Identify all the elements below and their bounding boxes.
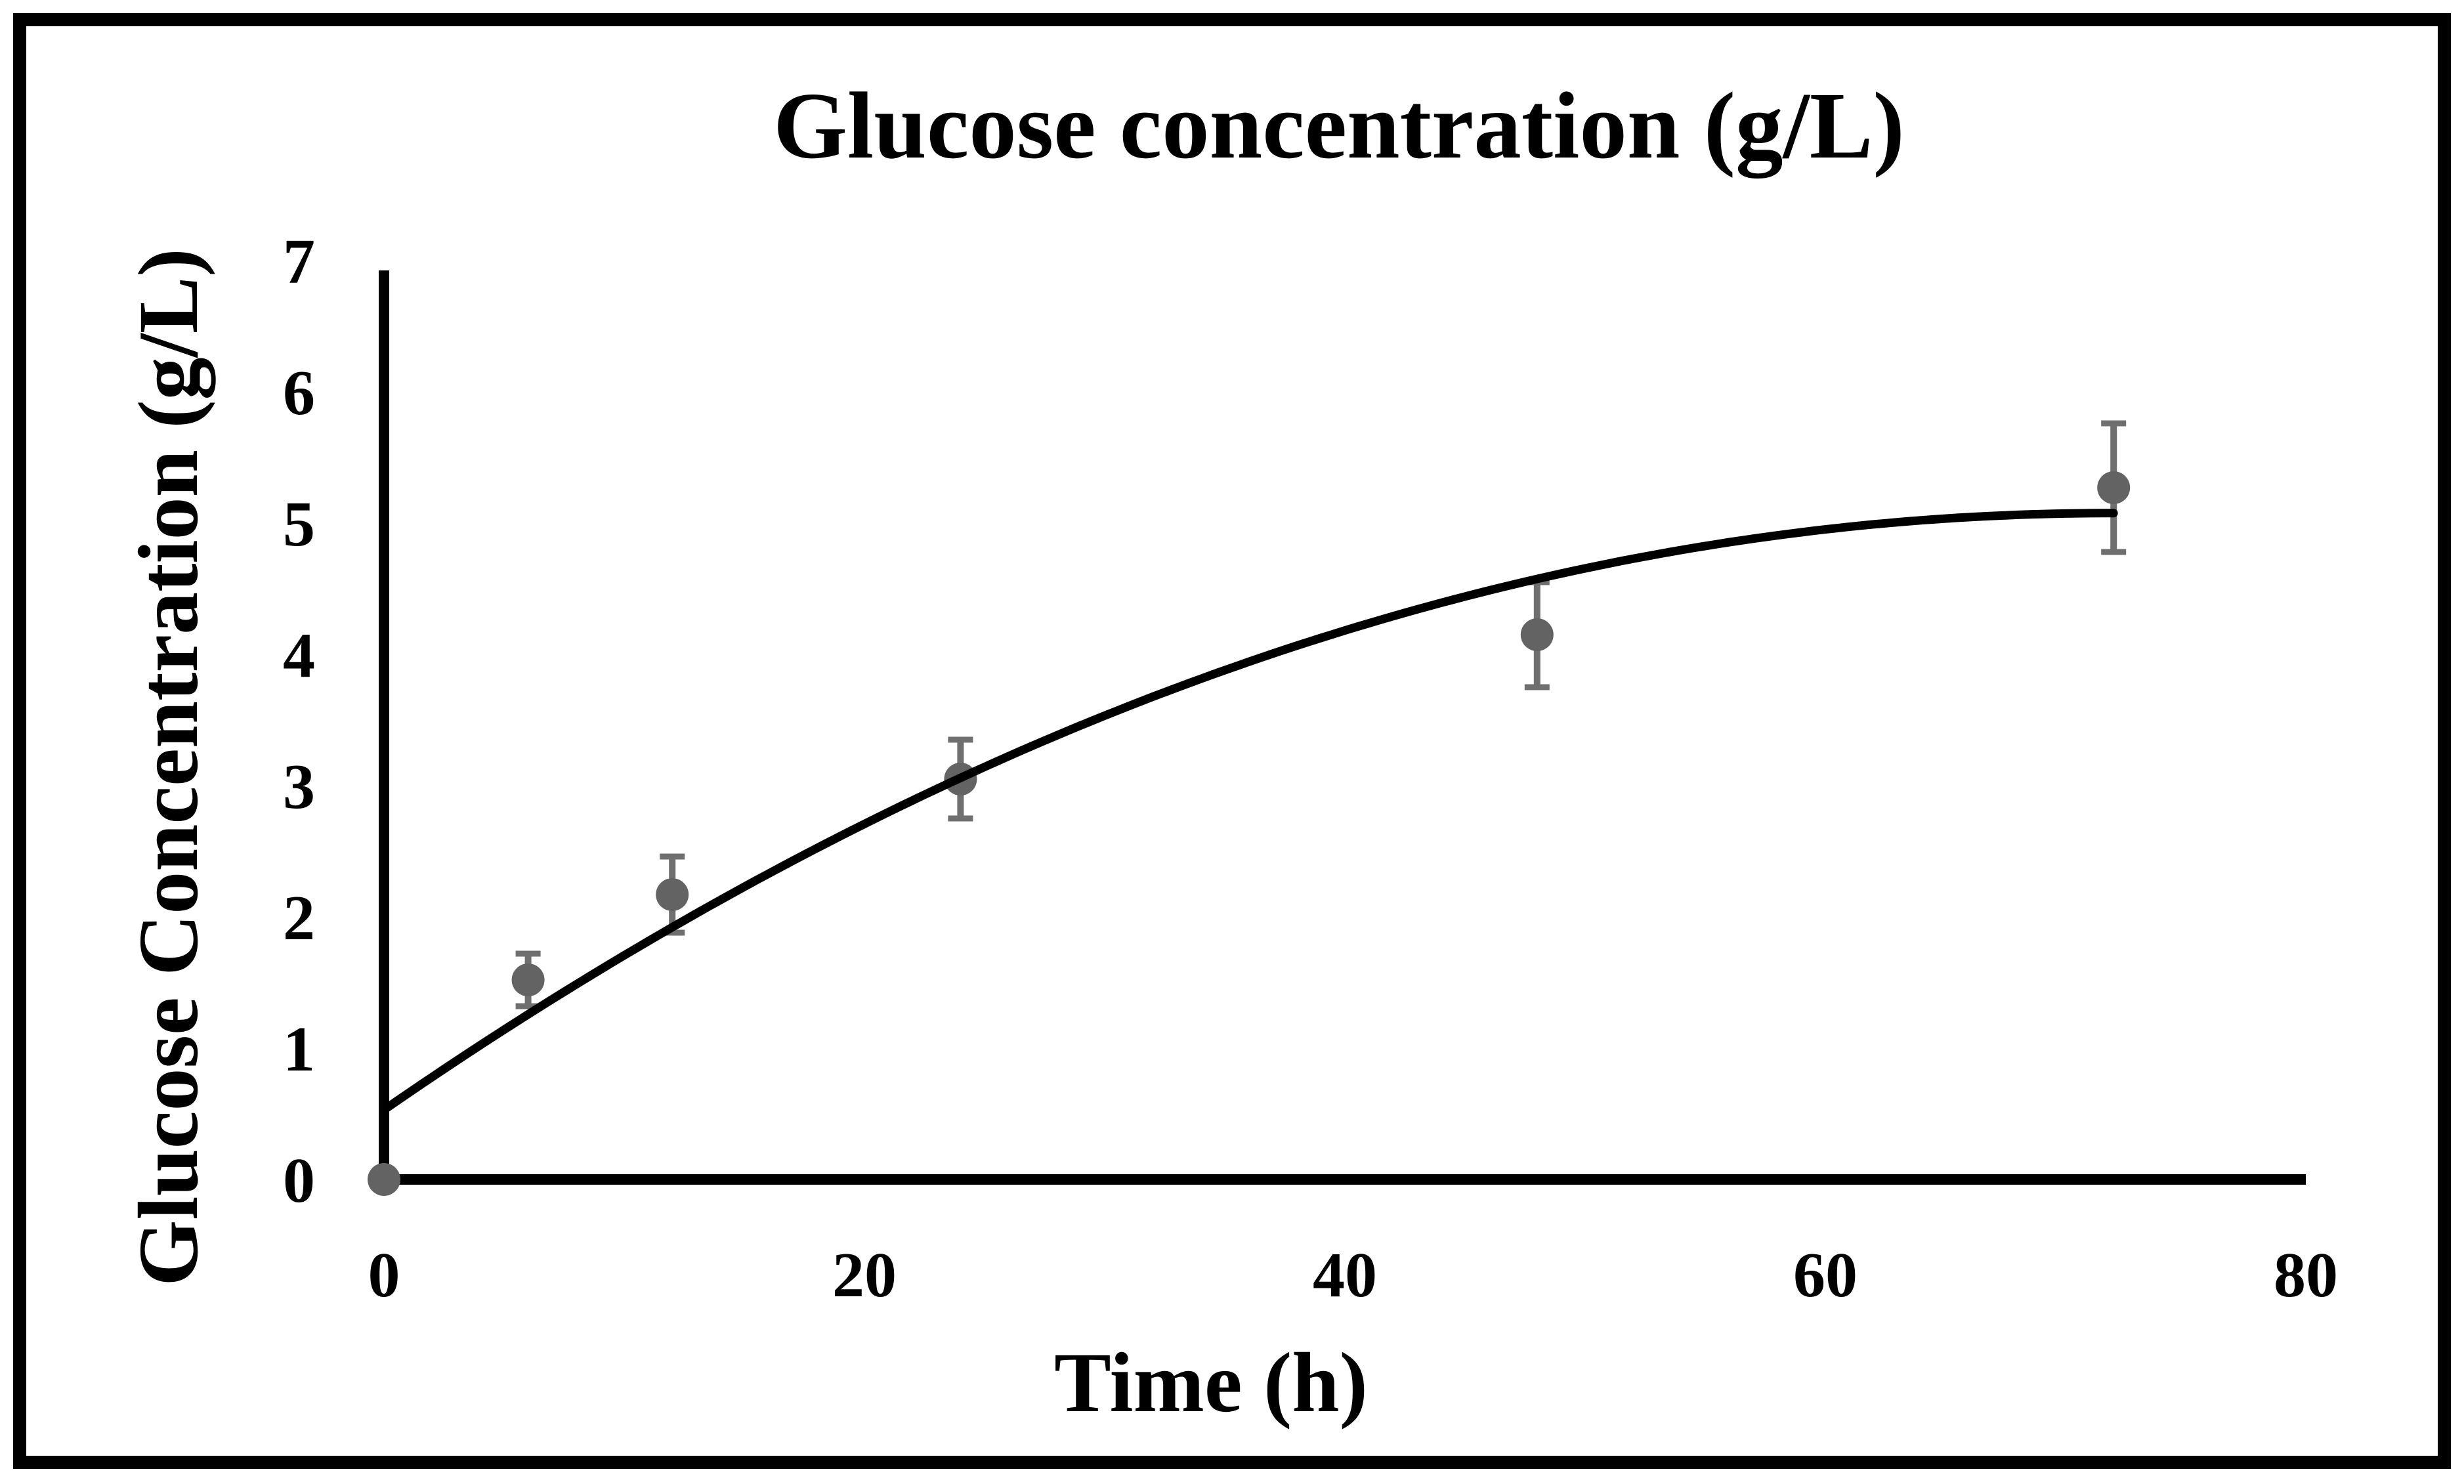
data-series — [368, 420, 2131, 1196]
x-tick-label-20: 20 — [832, 1240, 897, 1311]
data-point — [2097, 471, 2131, 504]
trendline-layer — [379, 509, 2118, 1114]
y-tick-label-0: 0 — [283, 1145, 315, 1216]
x-axis-title: Time (h) — [1054, 1336, 1368, 1430]
data-point — [368, 1163, 400, 1196]
tick-labels: 0 1 2 3 4 5 6 7 0 20 40 60 80 — [283, 226, 2338, 1311]
x-tick-label-0: 0 — [368, 1240, 400, 1311]
y-tick-label-1: 1 — [283, 1014, 315, 1085]
y-tick-label-2: 2 — [283, 883, 315, 954]
data-point — [1520, 618, 1554, 651]
x-tick-label-60: 60 — [1793, 1240, 1858, 1311]
y-tick-label-6: 6 — [283, 358, 315, 429]
y-tick-label-7: 7 — [283, 226, 315, 297]
figure-frame — [13, 13, 2451, 1469]
trend-curve — [379, 509, 2118, 1114]
data-point — [656, 878, 689, 911]
chart-title: Glucose concentration (g/L) — [773, 74, 1905, 179]
x-tick-label-80: 80 — [2274, 1240, 2338, 1311]
y-tick-label-5: 5 — [283, 489, 315, 560]
y-tick-label-4: 4 — [283, 620, 315, 691]
x-tick-label-40: 40 — [1313, 1240, 1377, 1311]
data-point — [511, 964, 545, 996]
axes — [379, 270, 2306, 1185]
y-tick-label-3: 3 — [283, 752, 315, 822]
y-axis-title: Glucose Concentration (g/L) — [121, 248, 216, 1286]
